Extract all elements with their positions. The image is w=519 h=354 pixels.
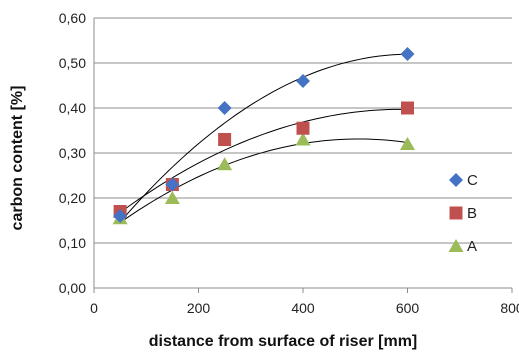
y-tick-label: 0,40 <box>59 100 86 116</box>
data-point-b <box>296 121 310 135</box>
data-point-a <box>400 137 415 150</box>
legend-label-c: C <box>467 172 478 189</box>
legend-marker-a <box>448 239 464 252</box>
y-tick-label: 0,60 <box>59 10 86 26</box>
data-point-c <box>165 177 180 192</box>
y-tick-label: 0,30 <box>59 145 86 161</box>
trendline-b <box>119 108 408 213</box>
x-tick-label: 200 <box>187 300 211 316</box>
axes: 0,00 0,10 0,20 0,30 0,40 0,50 0,60 0 200 400 600 80… <box>59 10 519 316</box>
y-tick-label: 0,20 <box>59 190 86 206</box>
trendlines <box>119 53 408 224</box>
data-point-a <box>217 157 233 171</box>
y-axis-title: carbon content [%] <box>9 86 26 231</box>
y-tick-label: 0,00 <box>59 280 86 296</box>
x-tick-label: 800 <box>500 300 519 316</box>
data-point-c <box>217 101 232 115</box>
legend-marker-b <box>449 206 463 220</box>
legend-label-a: A <box>467 238 477 255</box>
trendline-a <box>119 138 408 224</box>
trendline-c <box>119 53 408 223</box>
data-point-c <box>296 74 310 88</box>
y-tick-label: 0,10 <box>59 235 86 251</box>
data-point-c <box>400 47 415 61</box>
y-tick-label: 0,50 <box>59 55 86 71</box>
gridlines <box>94 17 512 244</box>
legend-label-b: B <box>467 205 477 222</box>
data-point-c <box>113 209 128 223</box>
legend: CBA <box>448 172 478 255</box>
legend-marker-c <box>449 173 463 187</box>
x-axis-title: distance from surface of riser [mm] <box>149 333 418 350</box>
data-point-a <box>295 132 311 146</box>
data-point-b <box>218 133 232 146</box>
x-tick-label: 400 <box>291 300 315 316</box>
data-point-b <box>401 101 414 115</box>
x-tick-label: 600 <box>396 300 420 316</box>
data-point-a <box>164 191 180 204</box>
data-points <box>112 47 415 225</box>
x-tick-label: 0 <box>90 300 98 316</box>
